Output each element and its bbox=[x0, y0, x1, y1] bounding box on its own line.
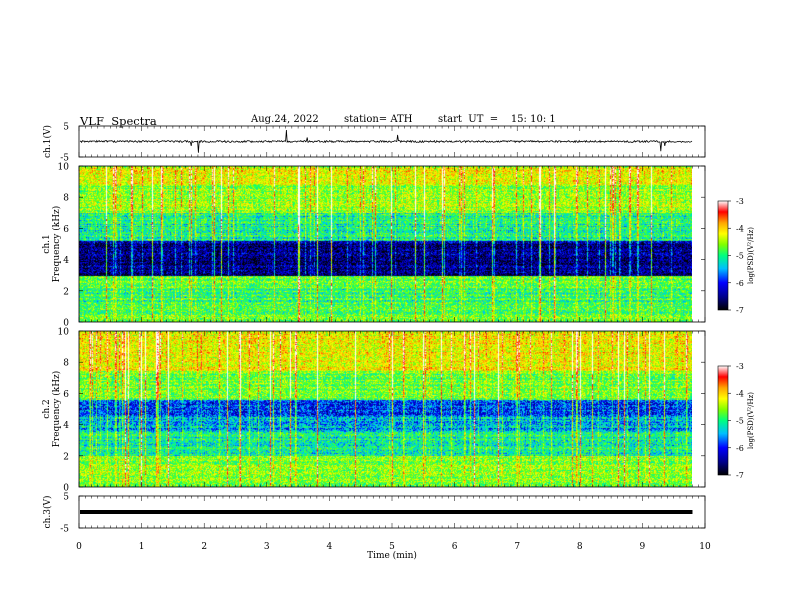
x-tick-label: 5 bbox=[389, 542, 395, 552]
x-tick-label: 9 bbox=[640, 542, 646, 552]
x-tick-label: 2 bbox=[201, 542, 207, 552]
y-axis-label-frequency: Frequency (kHz) bbox=[51, 206, 62, 283]
colorbar-tick-label: -4 bbox=[736, 389, 744, 398]
station-label: station= ATH bbox=[344, 114, 413, 125]
y-axis-label: ch.3(V) bbox=[42, 496, 53, 529]
colorbar-label: log(PSD)(V²/Hz) bbox=[747, 227, 755, 284]
colorbar-tick-label: -6 bbox=[736, 279, 744, 288]
spectrogram-ch1 bbox=[79, 166, 692, 322]
y-tick-label: 8 bbox=[63, 359, 69, 369]
chart-title: VLF Spectra bbox=[80, 114, 157, 128]
colorbar-tick-label: -7 bbox=[736, 306, 744, 315]
y-tick-label: -5 bbox=[60, 525, 69, 535]
x-tick-label: 7 bbox=[514, 542, 520, 552]
y-tick-label: 8 bbox=[63, 194, 69, 204]
colorbar-tick-label: -5 bbox=[736, 252, 744, 261]
colorbar-tick-label: -4 bbox=[736, 224, 744, 233]
y-tick-label: 4 bbox=[63, 421, 69, 431]
y-tick-label: 10 bbox=[58, 163, 70, 173]
x-tick-label: 3 bbox=[264, 542, 270, 552]
colorbar-tick-label: -3 bbox=[736, 362, 744, 371]
colorbar-tick-label: -6 bbox=[736, 444, 744, 453]
y-axis-label-channel: ch.1 bbox=[42, 234, 52, 253]
x-axis-label: Time (min) bbox=[367, 550, 417, 561]
y-tick-label: 6 bbox=[63, 225, 69, 235]
x-tick-label: 6 bbox=[452, 542, 458, 552]
y-tick-label: 6 bbox=[63, 390, 69, 400]
y-tick-label: 2 bbox=[63, 287, 69, 297]
y-tick-label: 5 bbox=[63, 493, 69, 503]
y-tick-label: 10 bbox=[58, 328, 70, 338]
y-axis-label-frequency: Frequency (kHz) bbox=[51, 371, 62, 448]
start-time-label: start UT = 15: 10: 1 bbox=[438, 114, 556, 125]
colorbar-label: log(PSD)(V²/Hz) bbox=[747, 392, 755, 449]
colorbar-tick-label: -3 bbox=[736, 197, 744, 206]
spectrogram-ch2 bbox=[79, 331, 692, 487]
x-tick-label: 8 bbox=[577, 542, 583, 552]
x-tick-label: 1 bbox=[139, 542, 145, 552]
x-tick-label: 10 bbox=[699, 542, 711, 552]
colorbar-ch1 bbox=[717, 200, 729, 311]
date-label: Aug.24, 2022 bbox=[251, 114, 319, 125]
y-tick-label: -5 bbox=[60, 154, 69, 164]
colorbar-tick-label: -5 bbox=[736, 417, 744, 426]
colorbar-tick-label: -7 bbox=[736, 471, 744, 480]
colorbar-ch2 bbox=[717, 365, 729, 476]
ch1-waveform-trace bbox=[79, 129, 693, 153]
y-tick-label: 5 bbox=[63, 123, 69, 133]
x-tick-label: 0 bbox=[76, 542, 82, 552]
y-tick-label: 0 bbox=[63, 484, 69, 494]
y-tick-label: 0 bbox=[63, 319, 69, 329]
y-tick-label: 4 bbox=[63, 256, 69, 266]
x-tick-label: 4 bbox=[327, 542, 333, 552]
y-tick-label: 2 bbox=[63, 452, 69, 462]
y-axis-label: ch.1(V) bbox=[42, 125, 53, 158]
y-axis-label-channel: ch.2 bbox=[42, 399, 52, 418]
